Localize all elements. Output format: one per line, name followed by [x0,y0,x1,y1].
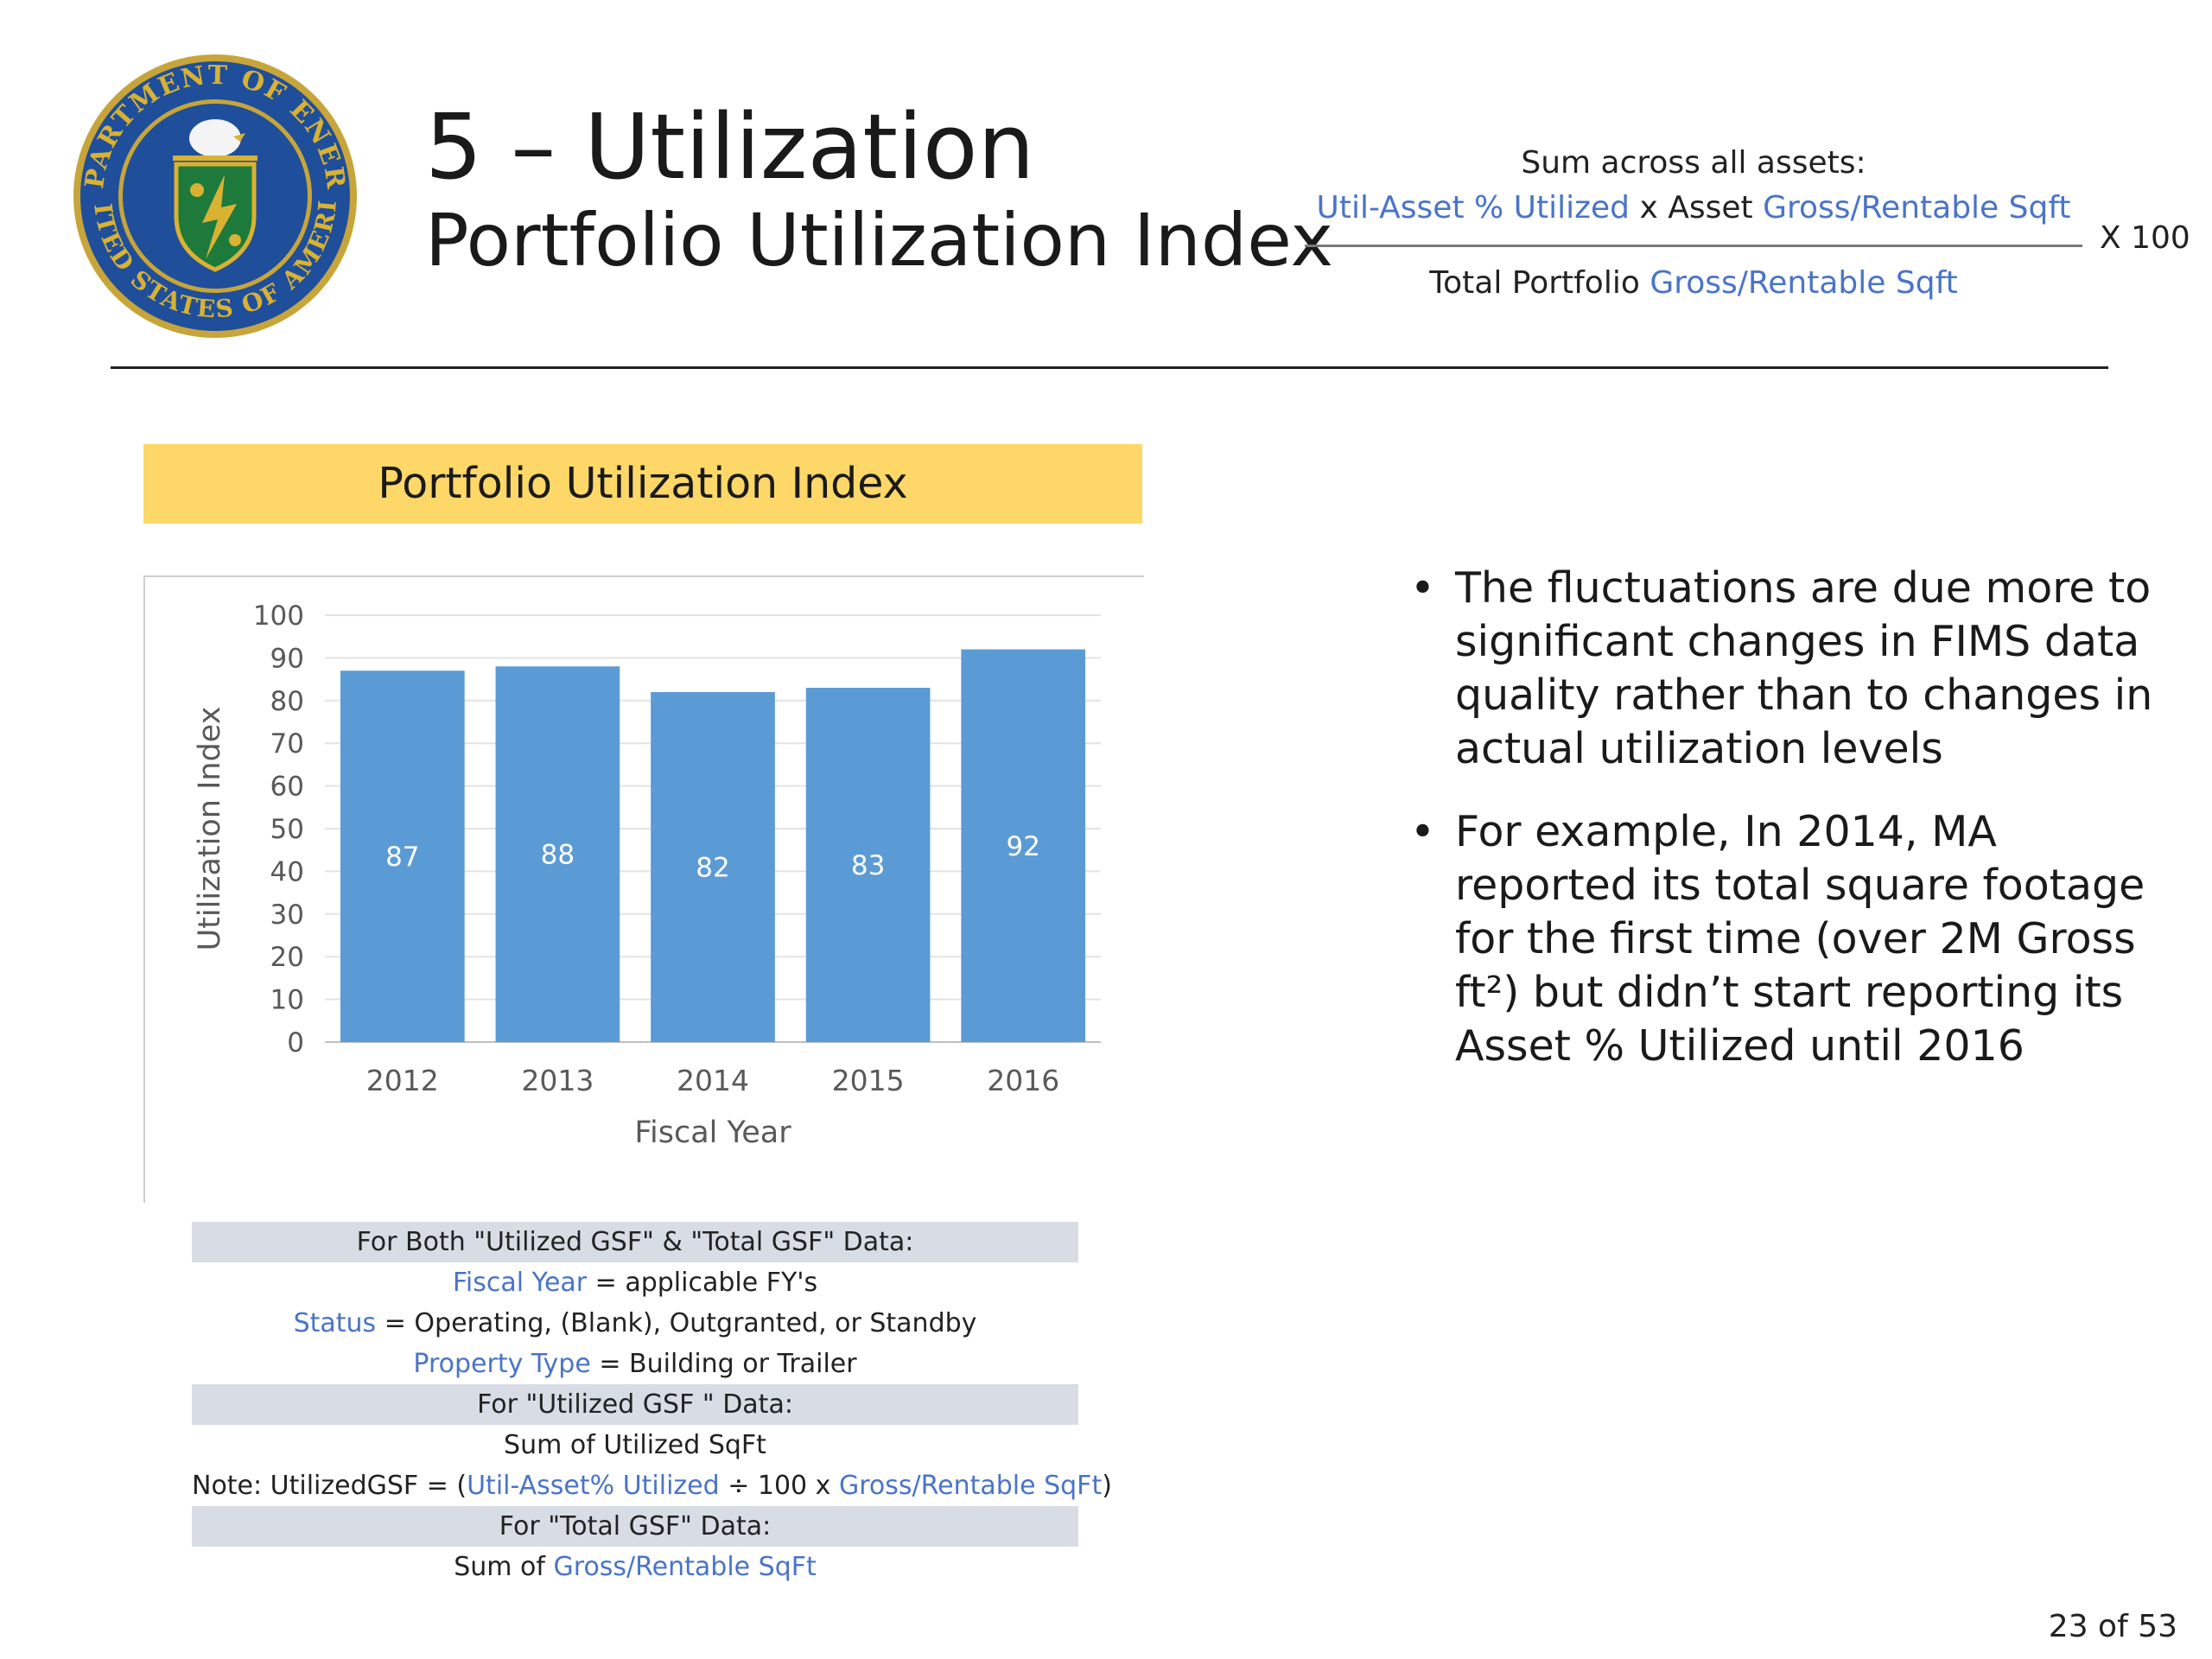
x-tick-label: 2015 [832,1064,905,1097]
criteria-section-header: For "Total GSF" Data: [192,1506,1078,1547]
formula-times: x [1630,190,1669,226]
bar-value-label: 92 [1006,831,1039,862]
y-tick-label: 80 [270,686,304,717]
formula-term-total-gross-sqft: Gross/Rentable Sqft [1649,265,1958,301]
y-tick-label: 70 [270,728,304,760]
criteria-text: ÷ 100 x [719,1471,839,1501]
bar [495,666,620,1042]
bullet-item: • For example, In 2014, MA reported its t… [1398,805,2158,1073]
bullet-dot: • [1410,563,1435,613]
x-tick-label: 2012 [366,1064,439,1097]
criteria-row: Property Type = Building or Trailer [192,1344,1078,1384]
bar-value-label: 82 [696,852,729,883]
formula-denominator: Total Portfolio Gross/Rentable Sqft [1305,245,2082,308]
x-tick-label: 2014 [677,1064,749,1097]
criteria-text: = Building or Trailer [590,1349,857,1379]
bullet-text: The fluctuations are due more to signifi… [1455,563,2153,773]
formula-lead: Sum across all assets: [1521,145,1866,181]
criteria-text: For Both "Utilized GSF" & "Total GSF" Da… [356,1227,914,1257]
y-tick-label: 10 [270,985,304,1016]
criteria-text: = applicable FY's [587,1268,818,1298]
page-title: 5 – Utilization [425,94,1035,200]
chart-frame [143,575,1144,1203]
page-number: 23 of 53 [2048,1609,2177,1644]
bar [961,649,1086,1042]
commentary-bullets: • The fluctuations are due more to signif… [1398,562,2158,1103]
criteria-row: Sum of Utilized SqFt [192,1425,1078,1465]
x-tick-label: 2013 [521,1064,594,1097]
criteria-text: Sum of [454,1552,554,1582]
criteria-field-name: Gross/Rentable SqFt [838,1471,1103,1501]
criteria-row: Sum of Gross/Rentable SqFt [192,1547,1078,1587]
bullet-item: • The fluctuations are due more to signif… [1398,562,2158,776]
data-criteria-table: For Both "Utilized GSF" & "Total GSF" Da… [192,1222,1112,1587]
y-tick-label: 100 [253,601,304,632]
bar [805,687,931,1042]
formula-total-portfolio: Total Portfolio [1429,265,1650,301]
bar-chart: 0 10 20 30 40 50 60 70 80 90 100 87 2012 88 2013 82 2014… [193,601,1101,1150]
bar [340,671,465,1042]
doe-seal-logo: DEPARTMENT OF ENERGY UNITED STATES OF AM… [71,52,357,338]
y-tick-label: 20 [270,942,304,973]
header-divider [111,366,2108,369]
y-tick-label: 60 [270,772,304,803]
criteria-text: Note: UtilizedGSF = ( [192,1471,467,1501]
formula-multiplier: X 100 [2100,220,2190,256]
criteria-text: For "Utilized GSF " Data: [477,1389,793,1420]
criteria-text: For "Total GSF" Data: [499,1511,772,1541]
criteria-field-name: Gross/Rentable SqFt [553,1552,817,1582]
criteria-field-name: Property Type [413,1349,591,1379]
y-tick-label: 40 [270,856,304,887]
criteria-text: ) [1102,1471,1112,1501]
y-tick-label: 0 [287,1027,304,1058]
bar-value-label: 88 [541,840,575,871]
y-tick-label: 90 [270,643,304,674]
page-subtitle: Portfolio Utilization Index [425,198,1334,283]
bar [651,691,775,1042]
formula-asset-word: Asset [1668,190,1764,226]
criteria-row: Note: UtilizedGSF = (Util-Asset% Utilize… [192,1465,1112,1506]
criteria-field-name: Fiscal Year [452,1268,588,1298]
bullet-text: For example, In 2014, MA reported its to… [1455,807,2145,1071]
criteria-section-header: For "Utilized GSF " Data: [192,1384,1078,1425]
criteria-text: = Operating, (Blank), Outgranted, or Sta… [376,1308,977,1338]
utilization-formula: Sum across all assets: Util-Asset % Util… [1305,143,2082,308]
criteria-row: Fiscal Year = applicable FY's [192,1262,1078,1303]
formula-term-gross-sqft: Gross/Rentable Sqft [1763,190,2071,226]
y-axis-title: Utilization Index [193,707,227,951]
criteria-field-name: Util-Asset% Utilized [467,1471,720,1501]
formula-term-util-asset: Util-Asset % Utilized [1316,190,1630,226]
y-tick-label: 30 [270,899,304,931]
chart-title-banner: Portfolio Utilization Index [143,444,1142,524]
criteria-section-header: For Both "Utilized GSF" & "Total GSF" Da… [192,1222,1078,1262]
y-tick-label: 50 [270,814,304,845]
criteria-field-name: Status [293,1308,377,1338]
x-axis-title: Fiscal Year [634,1116,791,1150]
bullet-dot: • [1410,807,1435,856]
formula-numerator: Util-Asset % Utilized x Asset Gross/Rent… [1305,184,2082,232]
criteria-row: Status = Operating, (Blank), Outgranted,… [192,1303,1078,1344]
x-tick-label: 2016 [987,1064,1059,1097]
bar-value-label: 87 [385,842,419,873]
bar-value-label: 83 [851,850,885,881]
criteria-text: Sum of Utilized SqFt [504,1430,766,1460]
